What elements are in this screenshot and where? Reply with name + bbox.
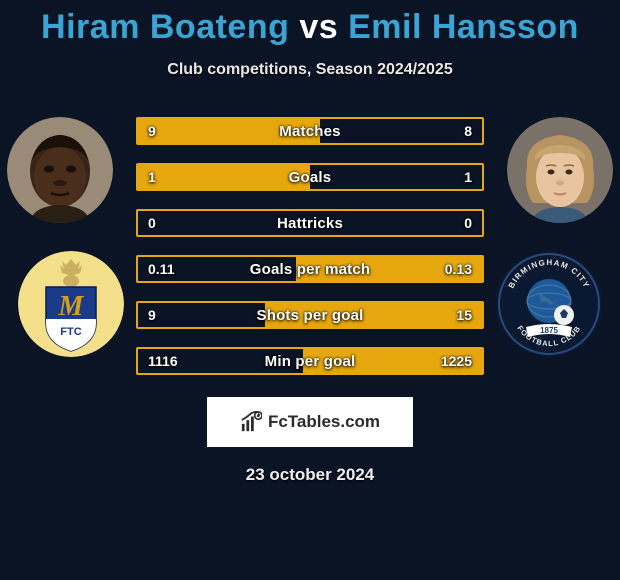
- stat-row: 1 Goals 1: [136, 163, 484, 191]
- stat-value-left: 0.11: [148, 261, 174, 277]
- brand-box: FcTables.com: [207, 397, 413, 447]
- stat-value-right: 0: [464, 215, 472, 231]
- stat-label: Goals per match: [250, 261, 371, 278]
- stat-value-right: 15: [456, 307, 472, 323]
- stat-label: Goals: [289, 169, 332, 186]
- comparison-title: Hiram Boateng vs Emil Hansson: [0, 0, 620, 47]
- brand-logo-icon: [240, 411, 262, 433]
- stat-label: Hattricks: [277, 215, 343, 232]
- stats-arena: M FTC BIRMINGHAM CITY FOOTBALL CLUB: [0, 117, 620, 387]
- stat-label: Shots per goal: [257, 307, 364, 324]
- stat-row: 0.11 Goals per match 0.13: [136, 255, 484, 283]
- stats-list: 9 Matches 8 1 Goals 1 0 Hattricks 0 0.11 Goals per…: [136, 117, 484, 393]
- stat-label: Matches: [279, 123, 340, 140]
- stat-value-left: 9: [148, 307, 156, 323]
- stat-value-left: 9: [148, 123, 156, 139]
- stat-row: 0 Hattricks 0: [136, 209, 484, 237]
- svg-text:FTC: FTC: [60, 326, 81, 338]
- stat-value-right: 1225: [441, 353, 472, 369]
- title-vs: vs: [289, 8, 348, 46]
- stat-value-right: 8: [464, 123, 472, 139]
- stat-fill-left: [138, 165, 310, 189]
- stat-value-left: 1: [148, 169, 156, 185]
- subtitle: Club competitions, Season 2024/2025: [0, 61, 620, 79]
- stat-value-left: 0: [148, 215, 156, 231]
- stat-row: 9 Matches 8: [136, 117, 484, 145]
- stat-value-left: 1116: [148, 353, 178, 369]
- svg-text:M: M: [58, 291, 85, 322]
- stat-label: Min per goal: [265, 353, 356, 370]
- stat-value-right: 1: [464, 169, 472, 185]
- stat-row: 1116 Min per goal 1225: [136, 347, 484, 375]
- brand-text: FcTables.com: [268, 412, 380, 432]
- player2-club-badge: BIRMINGHAM CITY FOOTBALL CLUB 1875: [496, 251, 602, 357]
- svg-text:1875: 1875: [540, 326, 558, 335]
- player1-avatar: [7, 117, 113, 223]
- stat-value-right: 0.13: [445, 261, 472, 277]
- title-player1: Hiram Boateng: [41, 8, 289, 46]
- date-text: 23 october 2024: [0, 465, 620, 485]
- stat-row: 9 Shots per goal 15: [136, 301, 484, 329]
- player2-avatar: [507, 117, 613, 223]
- player1-club-badge: M FTC: [18, 251, 124, 357]
- title-player2: Emil Hansson: [348, 8, 579, 46]
